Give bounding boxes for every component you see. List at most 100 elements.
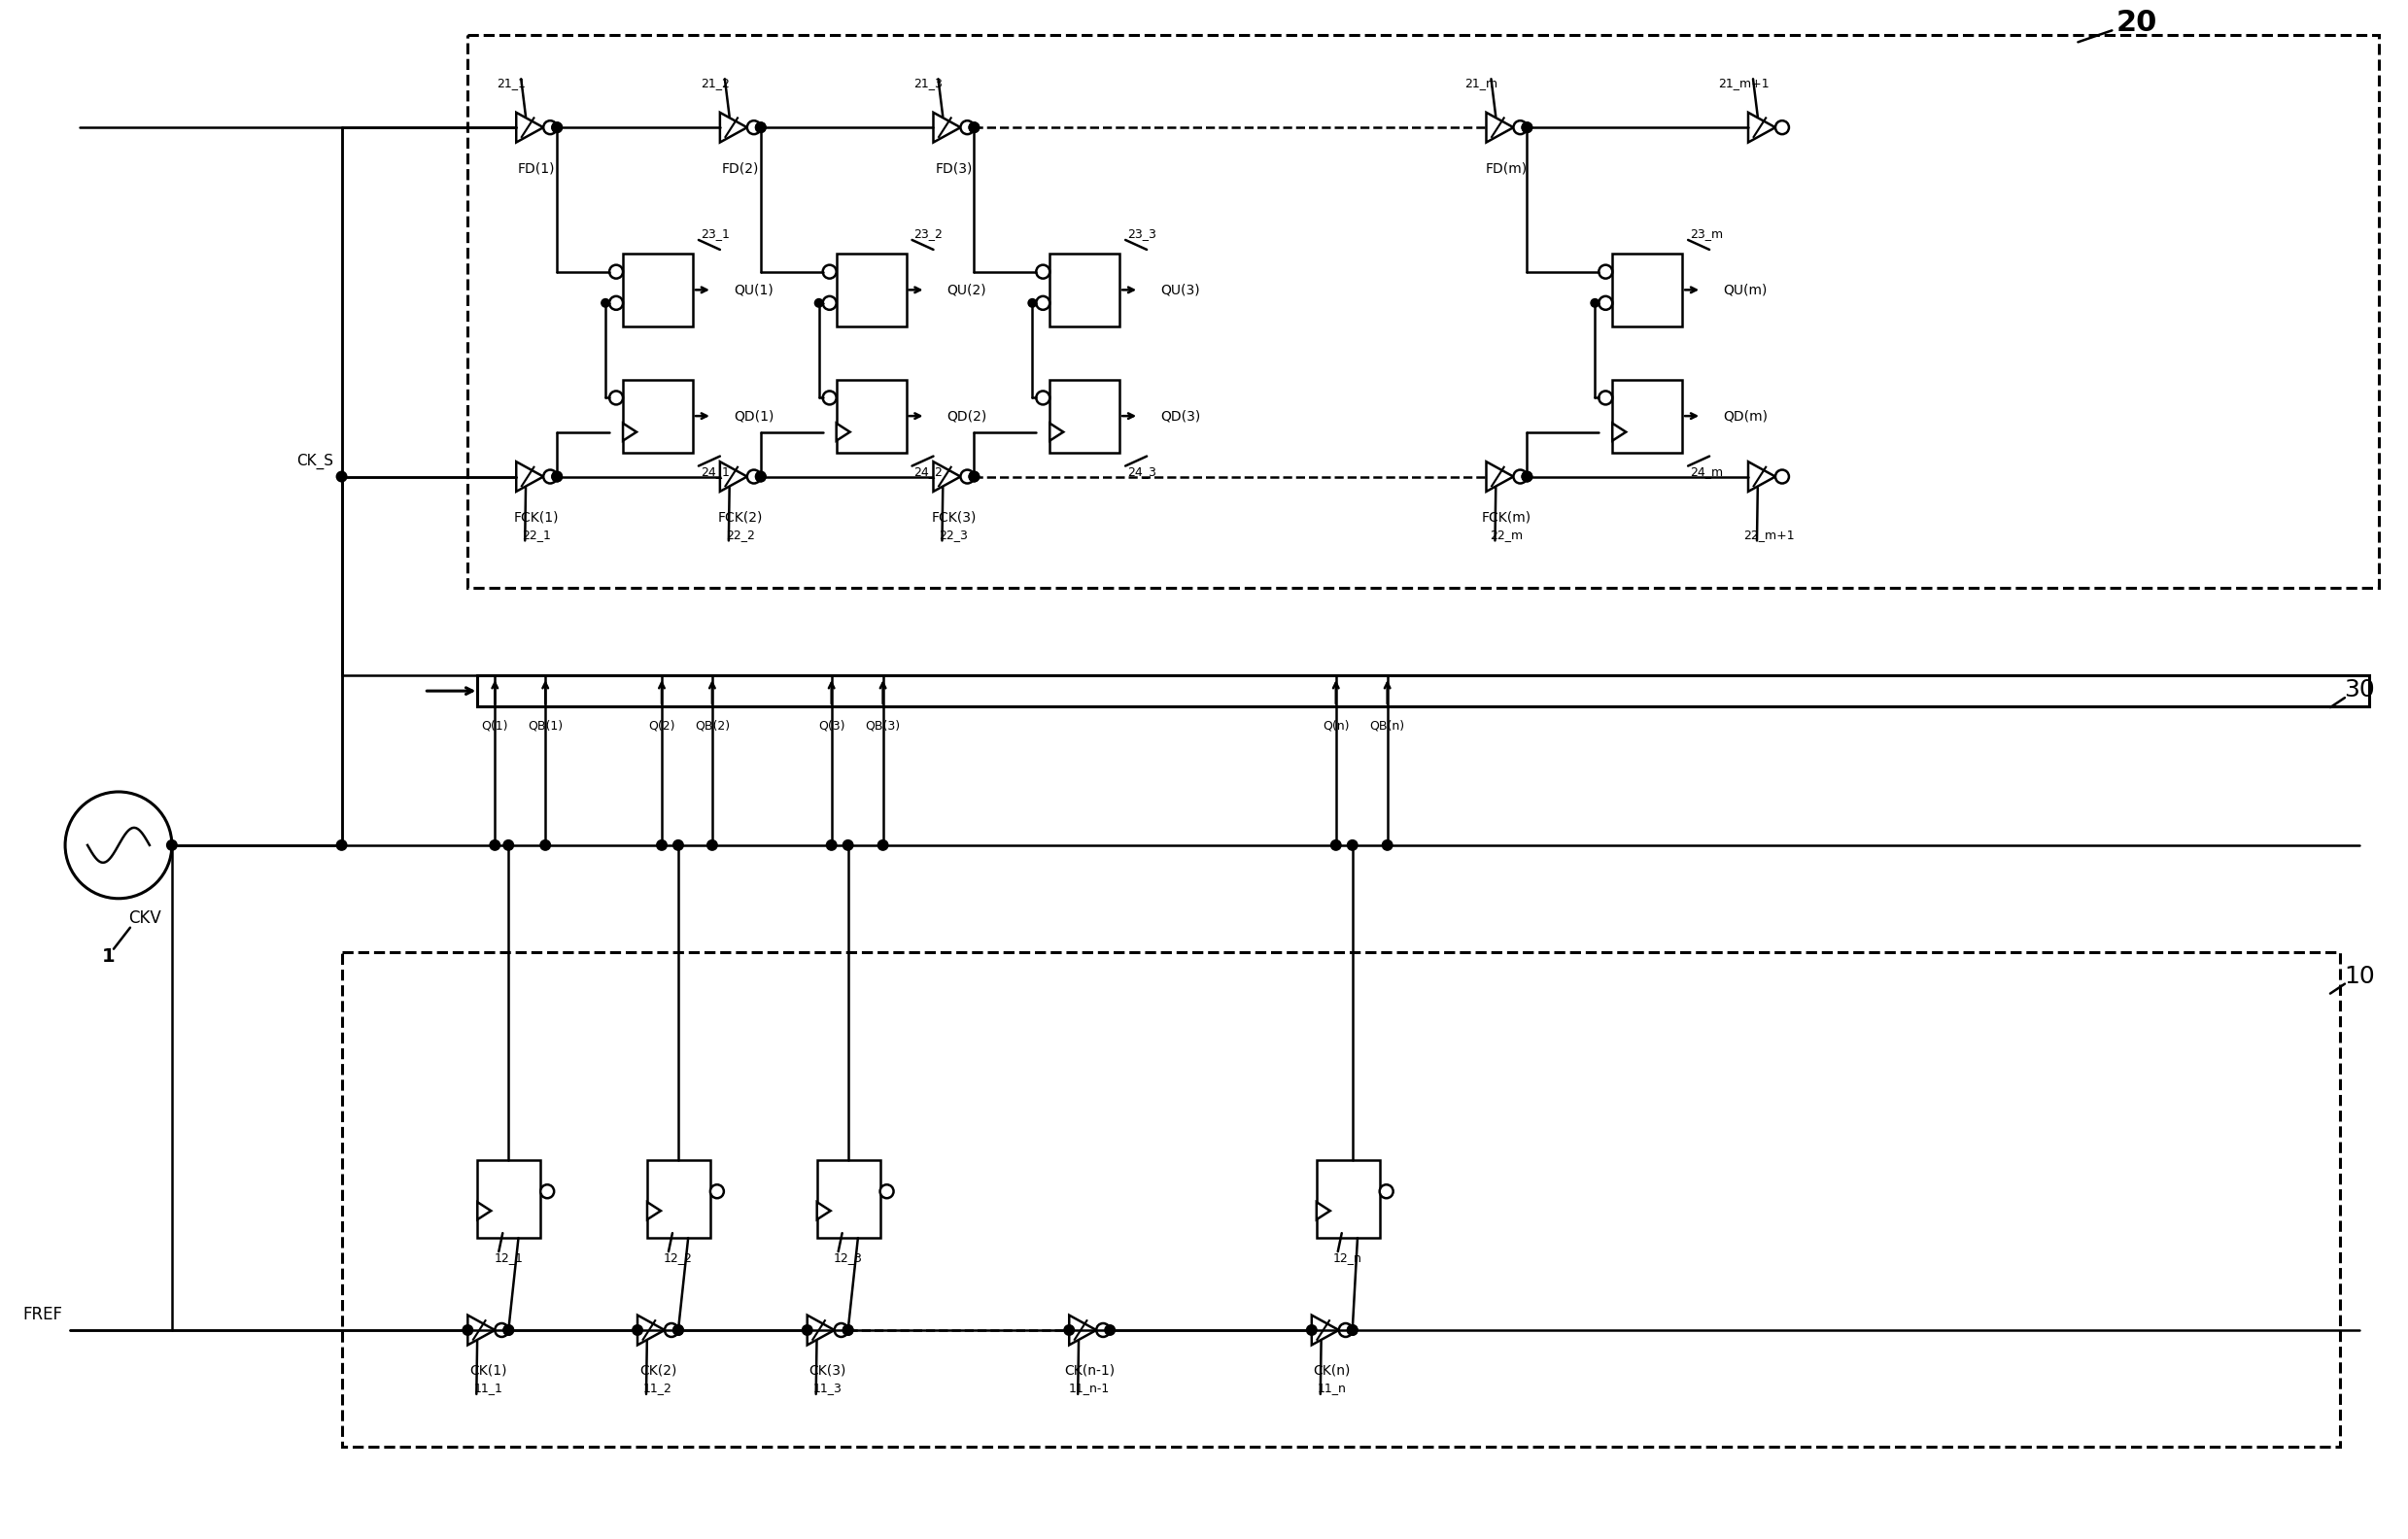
Circle shape xyxy=(754,471,766,482)
Text: QD(3): QD(3) xyxy=(1161,409,1202,423)
Text: FD(3): FD(3) xyxy=(934,162,973,175)
Circle shape xyxy=(824,391,836,405)
Text: CK(n-1): CK(n-1) xyxy=(1064,1364,1115,1377)
Text: 11_2: 11_2 xyxy=(643,1382,672,1394)
Circle shape xyxy=(335,471,347,482)
Text: Q(n): Q(n) xyxy=(1322,720,1348,733)
Polygon shape xyxy=(648,1202,660,1219)
Polygon shape xyxy=(807,1316,836,1345)
Polygon shape xyxy=(1317,1202,1329,1219)
Bar xyxy=(648,1160,710,1237)
Text: 24_m: 24_m xyxy=(1690,465,1724,479)
Text: 11_3: 11_3 xyxy=(814,1382,843,1394)
Text: 11_n: 11_n xyxy=(1317,1382,1346,1394)
Circle shape xyxy=(609,295,624,309)
Text: 22_3: 22_3 xyxy=(939,528,968,542)
Text: FD(2): FD(2) xyxy=(722,162,759,175)
Circle shape xyxy=(539,1185,554,1199)
Polygon shape xyxy=(477,1202,491,1219)
Text: FCK(m): FCK(m) xyxy=(1481,511,1531,525)
Text: QU(m): QU(m) xyxy=(1724,283,1767,297)
Text: QB(1): QB(1) xyxy=(527,720,563,733)
Text: FD(m): FD(m) xyxy=(1486,162,1527,175)
Polygon shape xyxy=(816,1202,831,1219)
Circle shape xyxy=(1599,391,1613,405)
Circle shape xyxy=(665,1324,679,1337)
Circle shape xyxy=(503,1324,515,1336)
Circle shape xyxy=(551,471,563,482)
Circle shape xyxy=(1035,391,1050,405)
Text: 22_1: 22_1 xyxy=(523,528,551,542)
Circle shape xyxy=(489,839,501,851)
Text: QB(n): QB(n) xyxy=(1370,720,1404,733)
Text: QB(3): QB(3) xyxy=(864,720,901,733)
Circle shape xyxy=(462,1324,474,1336)
Polygon shape xyxy=(1748,462,1775,491)
Circle shape xyxy=(544,469,556,483)
Text: 24_1: 24_1 xyxy=(701,465,730,479)
Text: 21_3: 21_3 xyxy=(915,77,944,89)
Circle shape xyxy=(551,471,563,482)
Circle shape xyxy=(1064,1324,1074,1336)
Circle shape xyxy=(1382,839,1394,851)
Bar xyxy=(342,951,2341,1447)
Circle shape xyxy=(877,839,889,851)
Text: CK(2): CK(2) xyxy=(638,1364,677,1377)
Bar xyxy=(1317,1160,1380,1237)
Circle shape xyxy=(968,471,980,482)
Circle shape xyxy=(1522,471,1534,482)
Polygon shape xyxy=(1486,112,1515,143)
Circle shape xyxy=(968,471,980,482)
Polygon shape xyxy=(1748,112,1775,143)
Circle shape xyxy=(1346,839,1358,851)
Circle shape xyxy=(1599,265,1613,279)
Circle shape xyxy=(600,299,609,308)
Text: 22_2: 22_2 xyxy=(725,528,754,542)
Text: 24_3: 24_3 xyxy=(1127,465,1156,479)
Circle shape xyxy=(746,120,761,134)
Text: Q(1): Q(1) xyxy=(482,720,508,733)
Text: 22_m: 22_m xyxy=(1491,528,1524,542)
Bar xyxy=(477,676,2369,706)
Polygon shape xyxy=(1312,1316,1339,1345)
Circle shape xyxy=(1096,1324,1110,1337)
Circle shape xyxy=(631,1324,643,1336)
Polygon shape xyxy=(720,462,746,491)
Circle shape xyxy=(1515,469,1527,483)
Text: 12_2: 12_2 xyxy=(665,1251,694,1264)
Text: 30: 30 xyxy=(2343,679,2374,702)
Circle shape xyxy=(539,839,551,851)
Polygon shape xyxy=(934,462,961,491)
Circle shape xyxy=(754,122,766,134)
Text: 11_1: 11_1 xyxy=(474,1382,503,1394)
Polygon shape xyxy=(720,112,746,143)
Circle shape xyxy=(1599,295,1613,309)
Text: 1: 1 xyxy=(101,948,116,966)
Circle shape xyxy=(1589,299,1599,308)
Text: 12_n: 12_n xyxy=(1334,1251,1363,1264)
Bar xyxy=(816,1160,879,1237)
Text: 23_m: 23_m xyxy=(1690,228,1724,240)
Circle shape xyxy=(609,265,624,279)
Text: FREF: FREF xyxy=(22,1305,63,1324)
Text: CK(1): CK(1) xyxy=(470,1364,506,1377)
Circle shape xyxy=(824,265,836,279)
Text: 21_2: 21_2 xyxy=(701,77,730,89)
Circle shape xyxy=(1305,1324,1317,1336)
Polygon shape xyxy=(624,423,636,440)
Text: 12_1: 12_1 xyxy=(494,1251,523,1264)
Polygon shape xyxy=(1486,462,1515,491)
Circle shape xyxy=(1775,120,1789,134)
Text: 21_m: 21_m xyxy=(1464,77,1498,89)
Text: FCK(1): FCK(1) xyxy=(513,511,559,525)
Circle shape xyxy=(655,839,667,851)
Circle shape xyxy=(1035,265,1050,279)
Circle shape xyxy=(814,299,824,308)
Text: 22_m+1: 22_m+1 xyxy=(1743,528,1794,542)
Text: 23_1: 23_1 xyxy=(701,228,730,240)
Circle shape xyxy=(1522,471,1534,482)
Circle shape xyxy=(1346,1324,1358,1336)
Text: 10: 10 xyxy=(2343,965,2374,988)
Text: QD(m): QD(m) xyxy=(1724,409,1767,423)
Circle shape xyxy=(503,839,515,851)
